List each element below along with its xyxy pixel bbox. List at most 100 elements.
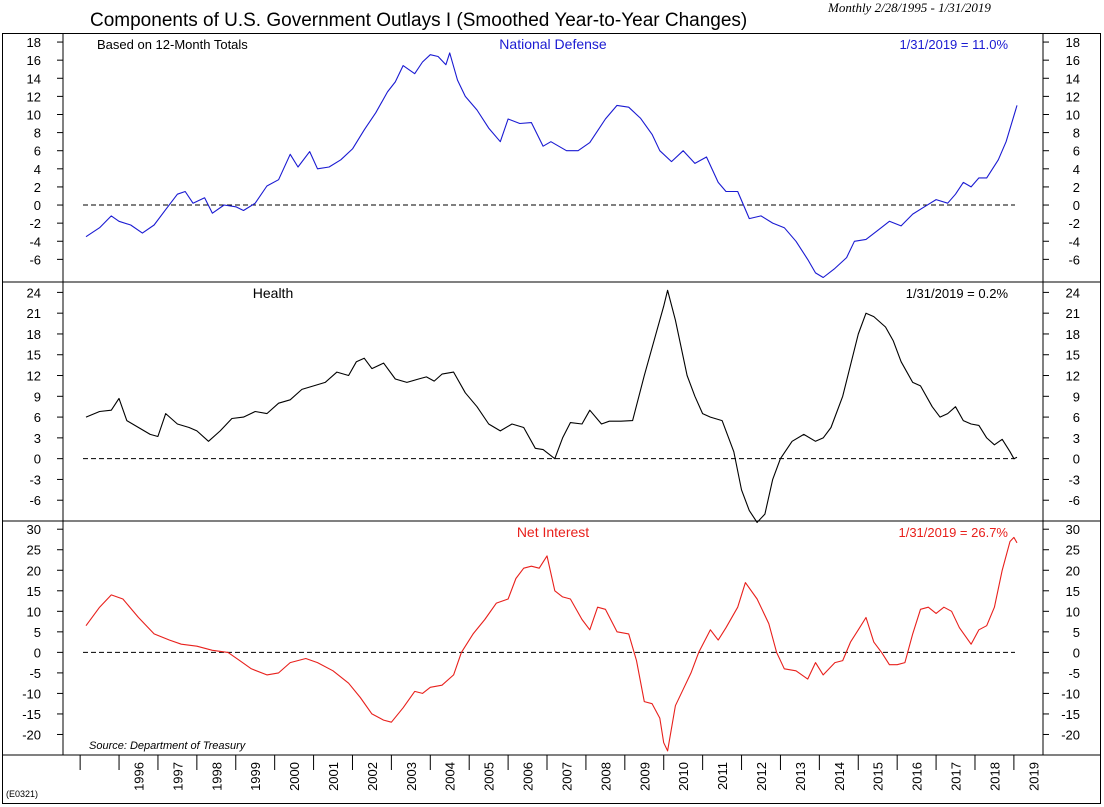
series-line-net-interest [85, 536, 1018, 752]
x-tick-label: 2006 [521, 762, 536, 791]
y-tick-label-right: 18 [1066, 35, 1080, 50]
y-tick-label-left: 0 [34, 198, 41, 213]
y-tick-label-right: -5 [1068, 666, 1080, 681]
y-tick-label-right: -3 [1068, 472, 1080, 487]
y-tick-label-left: 6 [34, 410, 41, 425]
last-value-label: 1/31/2019 = 0.2% [906, 286, 1009, 301]
y-tick-label-left: -10 [22, 686, 41, 701]
y-tick-label-left: 18 [27, 327, 41, 342]
panel-national-defense: 18 18 16 16 14 14 12 12 10 10 8 8 6 6 4 4 2 2 0 0 -2 -2 -4 -4 -6… [2, 35, 1100, 283]
panel-frames [2, 33, 1101, 804]
y-tick-label-right: 9 [1073, 389, 1080, 404]
y-tick-label-right: 21 [1066, 306, 1080, 321]
x-tick-label: 2008 [598, 762, 613, 791]
y-tick-label-left: -2 [29, 216, 41, 231]
y-tick-label-left: 21 [27, 306, 41, 321]
last-value-label: 1/31/2019 = 11.0% [899, 37, 1008, 52]
last-value-label: 1/31/2019 = 26.7% [898, 525, 1008, 540]
y-tick-label-left: 16 [27, 53, 41, 68]
source-note: Source: Department of Treasury [89, 740, 246, 752]
y-tick-label-right: 6 [1073, 410, 1080, 425]
x-tick-label: 1996 [132, 762, 147, 791]
chart-code: (E0321) [6, 789, 39, 799]
x-axis: 1996 1997 1998 1999 2000 2001 2002 2003 2004 2005… [79, 755, 1041, 791]
y-tick-label-left: -6 [29, 493, 41, 508]
panel-note: Based on 12-Month Totals [97, 37, 248, 52]
y-tick-label-left: 6 [34, 144, 41, 159]
y-tick-label-right: 2 [1073, 180, 1080, 195]
y-tick-label-right: 10 [1066, 107, 1080, 122]
y-tick-label-right: 4 [1073, 162, 1080, 177]
y-tick-label-right: -20 [1061, 727, 1080, 742]
y-tick-label-right: 14 [1066, 71, 1080, 86]
x-tick-label: 1998 [209, 762, 224, 791]
y-tick-label-right: 15 [1066, 348, 1080, 363]
y-tick-label-left: 5 [34, 625, 41, 640]
y-tick-label-left: 24 [27, 285, 41, 300]
y-tick-label-left: 9 [34, 389, 41, 404]
y-tick-label-right: 0 [1073, 198, 1080, 213]
panel-label: Health [253, 285, 293, 301]
chart-title: Components of U.S. Government Outlays I … [90, 10, 748, 31]
x-tick-label: 2019 [1026, 762, 1041, 791]
y-tick-label-left: -4 [29, 234, 41, 249]
y-tick-label-right: 24 [1066, 285, 1080, 300]
y-tick-label-right: 12 [1066, 369, 1080, 384]
y-tick-label-left: 2 [34, 180, 41, 195]
y-tick-label-left: 0 [34, 645, 41, 660]
y-tick-label-right: -2 [1068, 216, 1080, 231]
panel-label: Net Interest [517, 524, 589, 540]
y-tick-label-right: 3 [1073, 431, 1080, 446]
x-tick-label: 2011 [715, 762, 730, 790]
x-tick-label: 2012 [754, 762, 769, 791]
y-tick-label-left: 15 [27, 348, 41, 363]
y-tick-label-left: 4 [34, 162, 41, 177]
x-tick-label: 2005 [482, 762, 497, 791]
y-tick-label-left: -20 [22, 727, 41, 742]
x-tick-label: 2000 [287, 762, 302, 791]
y-tick-label-left: 30 [27, 522, 41, 537]
y-tick-label-right: 8 [1073, 126, 1080, 141]
y-tick-label-left: 20 [27, 563, 41, 578]
y-tick-label-right: -15 [1061, 707, 1080, 722]
y-tick-label-left: 18 [27, 35, 41, 50]
y-tick-label-left: -3 [29, 472, 41, 487]
y-tick-label-right: 0 [1073, 452, 1080, 467]
x-tick-label: 2017 [949, 762, 964, 791]
y-tick-label-left: 15 [27, 584, 41, 599]
y-tick-label-right: 18 [1066, 327, 1080, 342]
x-tick-label: 2014 [832, 762, 847, 791]
x-tick-label: 2016 [910, 762, 925, 791]
y-tick-label-right: 0 [1073, 645, 1080, 660]
x-tick-label: 2004 [443, 762, 458, 791]
y-tick-label-left: 10 [27, 107, 41, 122]
x-tick-label: 1997 [170, 762, 185, 791]
panel-net-interest: 30 30 25 25 20 20 15 15 10 10 5 5 0 0 -5 -5 -10 -10 -15 -15… [2, 522, 1100, 756]
y-tick-label-left: 12 [27, 369, 41, 384]
outer-border [2, 33, 1101, 804]
y-tick-label-right: 30 [1066, 522, 1080, 537]
y-tick-label-right: 10 [1066, 604, 1080, 619]
x-tick-label: 2010 [676, 762, 691, 791]
y-tick-label-right: 5 [1073, 625, 1080, 640]
y-tick-label-right: -10 [1061, 686, 1080, 701]
y-tick-label-right: -6 [1068, 252, 1080, 267]
x-tick-label: 2007 [560, 762, 575, 791]
x-tick-label: 2015 [871, 762, 886, 791]
y-tick-label-left: 3 [34, 431, 41, 446]
y-tick-label-right: -4 [1068, 234, 1080, 249]
y-tick-label-right: 15 [1066, 584, 1080, 599]
y-tick-label-right: -6 [1068, 493, 1080, 508]
x-tick-label: 2018 [987, 762, 1002, 791]
y-tick-label-left: 10 [27, 604, 41, 619]
y-tick-label-left: 25 [27, 543, 41, 558]
x-tick-label: 2013 [793, 762, 808, 791]
y-tick-label-right: 6 [1073, 144, 1080, 159]
y-tick-label-left: 8 [34, 126, 41, 141]
x-tick-label: 1999 [248, 762, 263, 791]
y-tick-label-right: 12 [1066, 89, 1080, 104]
series-line-health [85, 289, 1018, 523]
chart-subtitle: Monthly 2/28/1995 - 1/31/2019 [828, 0, 991, 15]
